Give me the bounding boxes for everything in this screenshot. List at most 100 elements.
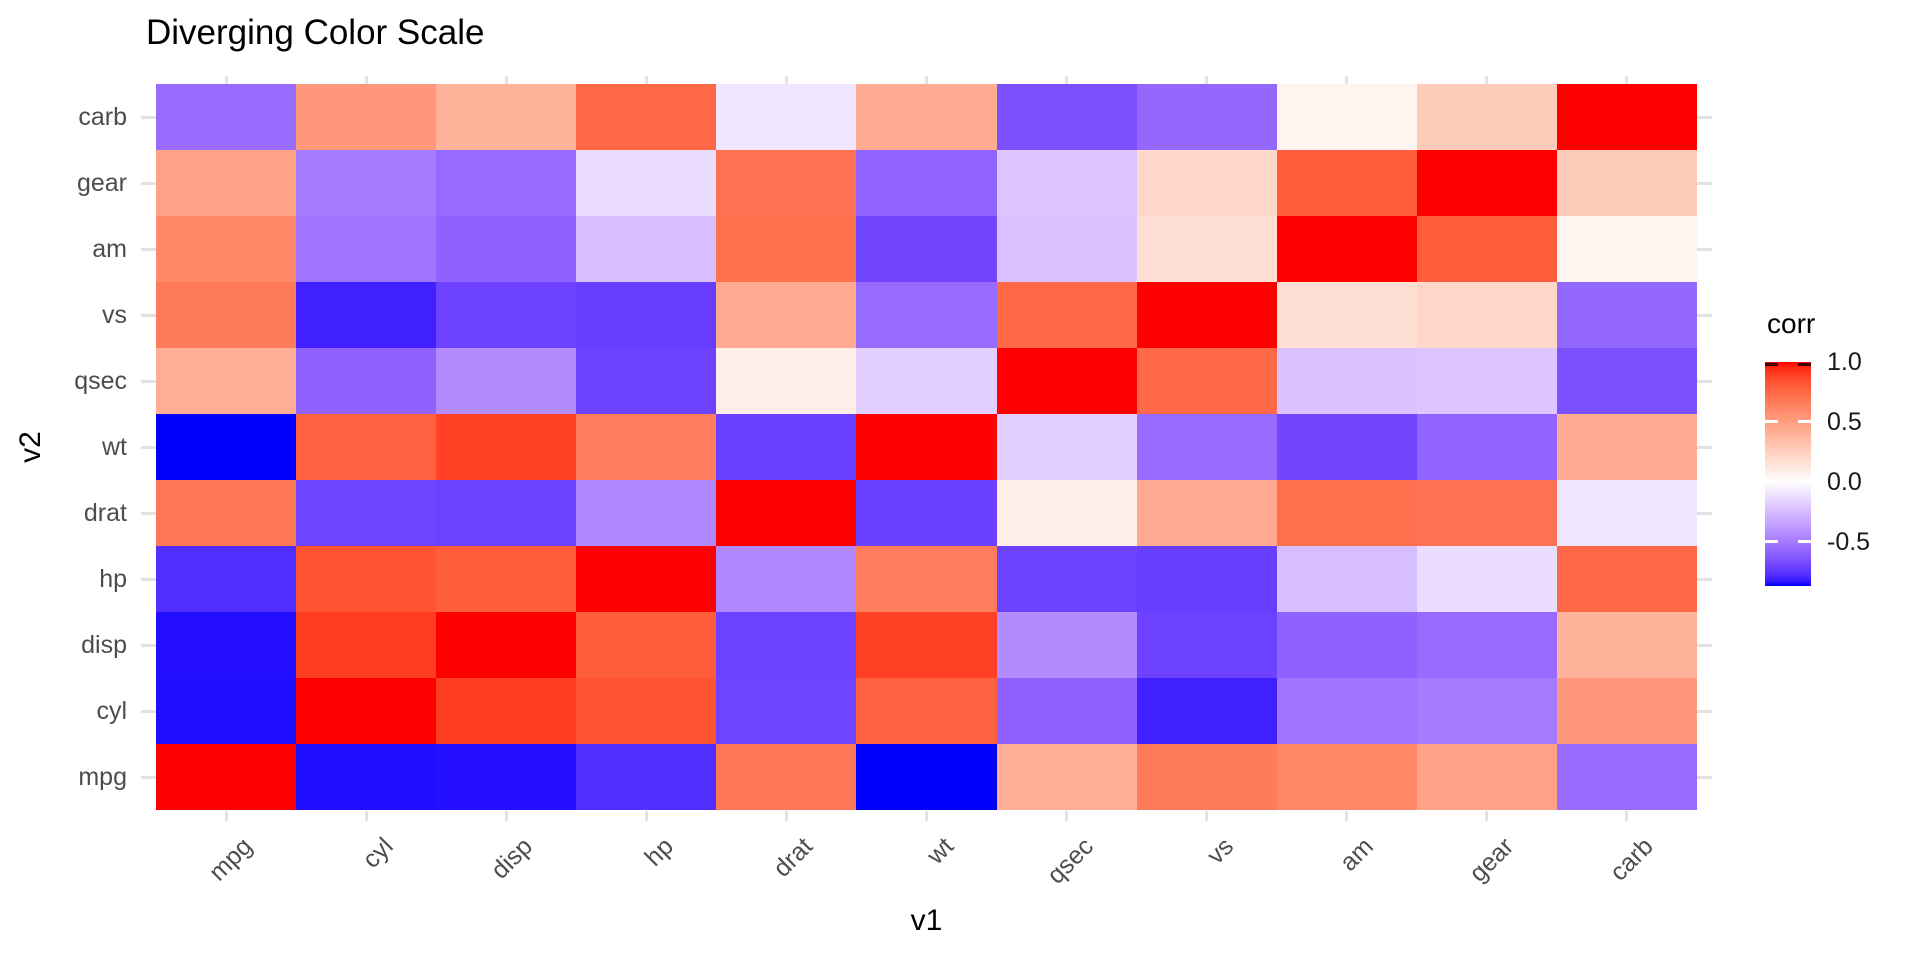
heatmap-cell [856,678,997,744]
axis-tick [1697,775,1712,779]
heatmap-cell [716,348,857,414]
heatmap-cell [1276,744,1417,810]
y-tick-label: mpg [78,763,127,791]
x-tick-label: cyl [356,832,399,874]
axis-tick [1697,115,1712,119]
heatmap-cell [996,348,1137,414]
heatmap-cell [996,282,1137,348]
heatmap-cell [1416,678,1557,744]
heatmap-cell [996,480,1137,546]
heatmap-cell [1276,282,1417,348]
legend-tick [1798,420,1811,424]
axis-tick [1697,445,1712,449]
heatmap-cell [1556,414,1697,480]
heatmap-cell [1136,150,1277,216]
heatmap-cell [1276,150,1417,216]
heatmap-cell [576,612,717,678]
heatmap-cell [1416,150,1557,216]
heatmap-cell [996,744,1137,810]
heatmap-cell [1276,480,1417,546]
x-tick-label: am [1334,832,1379,877]
axis-tick [1205,76,1209,84]
heatmap-cell [1276,414,1417,480]
heatmap-cell [716,678,857,744]
heatmap-cell [296,744,437,810]
heatmap-cell [436,282,577,348]
heatmap-cell [716,150,857,216]
heatmap-cell [296,216,437,282]
heatmap-cell [576,678,717,744]
axis-tick [1625,811,1629,821]
heatmap-cell [1276,678,1417,744]
legend-tick [1798,362,1811,366]
axis-tick [1697,313,1712,317]
axis-tick [1697,577,1712,581]
chart-title: Diverging Color Scale [146,13,485,52]
x-tick-label: disp [486,832,539,885]
legend-tick-label: 1.0 [1827,348,1862,376]
axis-tick [925,811,928,821]
heatmap-cell [856,84,997,150]
heatmap-cell [1416,348,1557,414]
axis-tick [141,709,156,713]
heatmap-cell [156,612,297,678]
axis-tick [504,811,508,821]
heatmap-cell [856,216,997,282]
x-axis-title: v1 [910,904,943,937]
heatmap-cell [1556,546,1697,612]
heatmap-cell [716,84,857,150]
heatmap-cell [576,414,717,480]
axis-tick [141,445,156,449]
heatmap-cell [576,216,717,282]
heatmap-cell [716,414,857,480]
heatmap-cell [436,546,577,612]
axis-tick [1697,181,1712,185]
axis-tick [1345,76,1349,84]
heatmap-cell [1416,546,1557,612]
heatmap-cell [996,546,1137,612]
x-tick-label: mpg [203,832,259,887]
y-tick-label: gear [76,169,127,197]
heatmap-cell [576,480,717,546]
y-tick-label: cyl [96,697,127,725]
x-tick-label: vs [1201,832,1239,870]
heatmap-cell [1276,612,1417,678]
heatmap-cell [156,282,297,348]
legend-tick [1798,480,1811,484]
heatmap-cell [1416,612,1557,678]
x-tick-label: hp [638,832,679,872]
heatmap-cell [576,282,717,348]
heatmap-cell [856,744,997,810]
heatmap-cell [436,678,577,744]
heatmap-cell [1556,744,1697,810]
heatmap-cell [1276,348,1417,414]
heatmap-cell [716,612,857,678]
legend-tick [1765,480,1778,484]
axis-tick [141,181,156,185]
y-axis-title: v2 [14,431,47,463]
legend-tick [1765,420,1778,424]
legend-tick [1765,362,1778,366]
x-tick-label: carb [1604,832,1660,887]
heatmap-cell [1416,84,1557,150]
legend-tick-label: 0.5 [1827,407,1862,436]
y-tick-label: qsec [74,367,127,395]
heatmap-cell [716,216,857,282]
axis-tick [224,811,228,821]
y-tick-label: vs [102,301,127,329]
axis-tick [141,313,156,317]
heatmap-cell [1556,216,1697,282]
heatmap-cell [856,546,997,612]
heatmap-cell [296,84,437,150]
heatmap-cell [856,612,997,678]
axis-tick [364,811,368,821]
heatmap-cell [1136,612,1277,678]
heatmap-cell [576,84,717,150]
heatmap-cell [996,612,1137,678]
heatmap-cell [1136,744,1277,810]
legend-title: corr [1767,308,1816,339]
axis-tick [1205,811,1209,821]
legend-tick [1798,540,1811,544]
axis-tick [1065,76,1069,84]
axis-tick [644,76,648,84]
